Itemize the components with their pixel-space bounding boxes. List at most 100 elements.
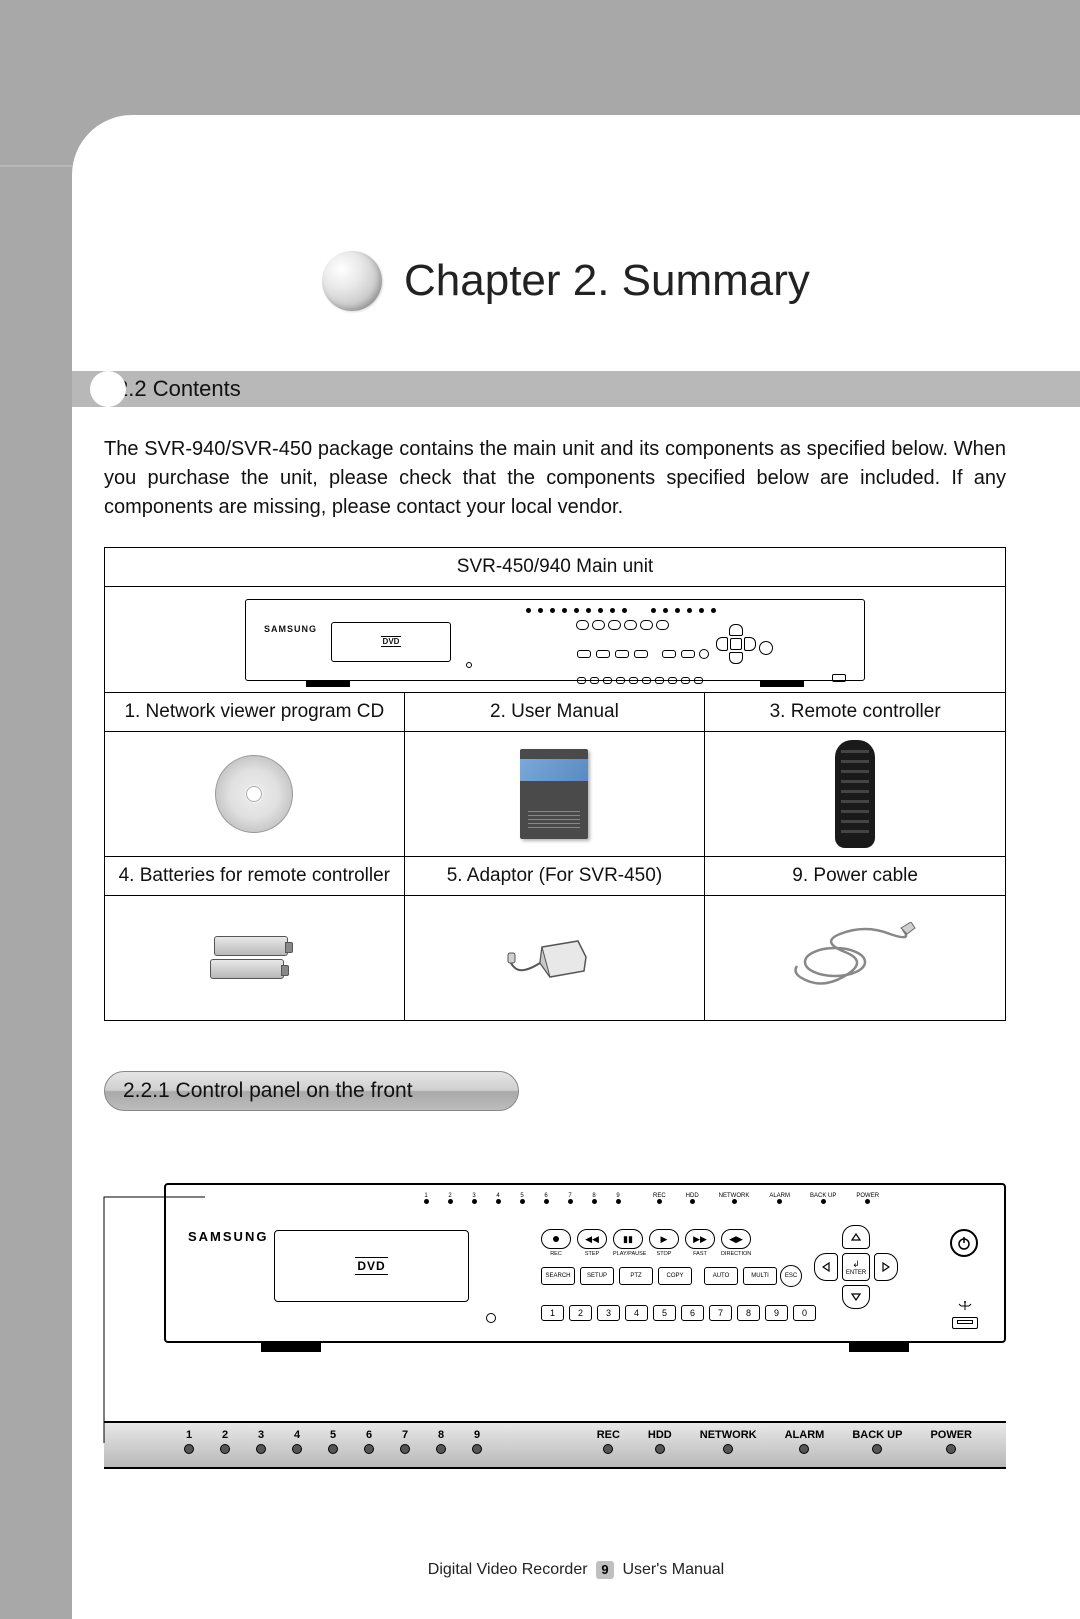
- number-key[interactable]: 0: [793, 1305, 816, 1321]
- strip-led-number: 9: [472, 1429, 482, 1454]
- page-card: Chapter 2. Summary 2.2 Contents The SVR-…: [72, 115, 1080, 1619]
- foot-left: [261, 1342, 321, 1352]
- transport-label: FAST: [685, 1251, 715, 1257]
- transport-row: ◀◀ ▮▮ ▶ ▶▶ ◀▶ REC STEP PLAY/PAUSE STOP FAST D…: [541, 1229, 751, 1257]
- rewind-button[interactable]: ◀◀: [577, 1229, 607, 1249]
- subsection-title: 2.2.1 Control panel on the front: [123, 1079, 413, 1103]
- top-led-row: 123456789 RECHDDNETWORKALARMBACK UPPOWER: [421, 1193, 879, 1204]
- strip-led-status: REC: [597, 1429, 620, 1454]
- transport-label: PLAY/PAUSE: [613, 1251, 643, 1257]
- sphere-icon: [322, 251, 382, 311]
- panel-led-number: 8: [589, 1193, 599, 1204]
- dpad: ↲ ENTER: [814, 1225, 898, 1309]
- func-button[interactable]: SETUP: [580, 1267, 614, 1285]
- panel-led-number: 7: [565, 1193, 575, 1204]
- number-key[interactable]: 1: [541, 1305, 564, 1321]
- strip-led-number: 2: [220, 1429, 230, 1454]
- esc-button[interactable]: ESC: [780, 1265, 802, 1287]
- number-key[interactable]: 9: [765, 1305, 788, 1321]
- power-button[interactable]: [950, 1229, 978, 1257]
- dpad-enter[interactable]: ↲ ENTER: [842, 1253, 870, 1281]
- panel-led-status: NETWORK: [719, 1193, 750, 1204]
- mini-usb-icon: [832, 674, 846, 682]
- panel-led-number: 4: [493, 1193, 503, 1204]
- components-table: SVR-450/940 Main unit SAMSUNG DVD: [104, 547, 1006, 1021]
- dpad-up[interactable]: [842, 1225, 870, 1249]
- strip-led-number: 4: [292, 1429, 302, 1454]
- power-icon: [957, 1236, 971, 1250]
- play-button[interactable]: ▶: [649, 1229, 679, 1249]
- cell-label-4: 4. Batteries for remote controller: [105, 857, 405, 896]
- cell-label-5: 5. Adaptor (For SVR-450): [404, 857, 705, 896]
- number-key[interactable]: 5: [653, 1305, 676, 1321]
- chapter-title: Chapter 2. Summary: [404, 256, 810, 306]
- ff-button[interactable]: ▶▶: [685, 1229, 715, 1249]
- mini-dvd-label: DVD: [381, 636, 402, 647]
- power-cable-icon: [785, 922, 925, 994]
- mini-dvd-tray: DVD: [331, 622, 451, 662]
- func-row-right: AUTO MULTI: [704, 1267, 777, 1285]
- panel-led-number: 6: [541, 1193, 551, 1204]
- dvd-tray: DVD: [274, 1230, 469, 1302]
- strip-led-status: HDD: [648, 1429, 672, 1454]
- rec-button[interactable]: [541, 1229, 571, 1249]
- remote-icon: [835, 740, 875, 848]
- footer-left: Digital Video Recorder: [428, 1561, 588, 1578]
- transport-label: STEP: [577, 1251, 607, 1257]
- func-button[interactable]: MULTI: [743, 1267, 777, 1285]
- number-key[interactable]: 4: [625, 1305, 648, 1321]
- main-unit-illustration: SAMSUNG DVD: [245, 599, 865, 681]
- foot-right: [849, 1342, 909, 1352]
- direction-button[interactable]: ◀▶: [721, 1229, 751, 1249]
- strip-led-number: 8: [436, 1429, 446, 1454]
- main-unit-label: SVR-450/940 Main unit: [105, 548, 1006, 587]
- number-key[interactable]: 8: [737, 1305, 760, 1321]
- usb-icon: [956, 1301, 974, 1311]
- dpad-right[interactable]: [874, 1253, 898, 1281]
- panel-led-number: 1: [421, 1193, 431, 1204]
- footer-right: User's Manual: [622, 1561, 724, 1578]
- func-button[interactable]: SEARCH: [541, 1267, 575, 1285]
- dpad-down[interactable]: [842, 1285, 870, 1309]
- main-unit-cell: SAMSUNG DVD: [105, 587, 1006, 693]
- strip-led-status: NETWORK: [700, 1429, 757, 1454]
- transport-label: DIRECTION: [721, 1251, 751, 1257]
- cell-img-cd: [105, 732, 405, 857]
- chapter-header: Chapter 2. Summary: [260, 243, 1080, 319]
- number-key[interactable]: 3: [597, 1305, 620, 1321]
- func-row-left: SEARCH SETUP PTZ COPY: [541, 1267, 692, 1285]
- mini-foot-left: [306, 681, 350, 687]
- mini-button-cluster: [576, 620, 852, 685]
- panel-led-status: HDD: [686, 1193, 699, 1204]
- strip-led-status: BACK UP: [852, 1429, 902, 1454]
- func-button[interactable]: PTZ: [619, 1267, 653, 1285]
- section-title: 2.2 Contents: [116, 376, 241, 402]
- panel-led-number: 5: [517, 1193, 527, 1204]
- cell-label-3: 3. Remote controller: [705, 693, 1006, 732]
- panel-led-status: REC: [653, 1193, 666, 1204]
- transport-label: REC: [541, 1251, 571, 1257]
- mini-led-row: [526, 608, 716, 613]
- panel-led-number: 3: [469, 1193, 479, 1204]
- mini-eject-hole: [466, 662, 472, 668]
- cell-img-cable: [705, 896, 1006, 1021]
- strip-led-number: 3: [256, 1429, 266, 1454]
- transport-label: STOP: [649, 1251, 679, 1257]
- manual-icon: [520, 749, 588, 839]
- pause-button[interactable]: ▮▮: [613, 1229, 643, 1249]
- cell-img-batteries: [105, 896, 405, 1021]
- number-key[interactable]: 2: [569, 1305, 592, 1321]
- callout-line: [102, 1195, 207, 1445]
- dpad-left[interactable]: [814, 1253, 838, 1281]
- panel-led-number: 2: [445, 1193, 455, 1204]
- front-panel-figure: 123456789 RECHDDNETWORKALARMBACK UPPOWER…: [104, 1183, 1006, 1343]
- cd-icon: [215, 755, 293, 833]
- section-body-text: The SVR-940/SVR-450 package contains the…: [104, 435, 1006, 522]
- number-key[interactable]: 6: [681, 1305, 704, 1321]
- page-footer: Digital Video Recorder 9 User's Manual: [72, 1561, 1080, 1579]
- number-key[interactable]: 7: [709, 1305, 732, 1321]
- strip-led-status: POWER: [930, 1429, 972, 1454]
- panel-led-number: 9: [613, 1193, 623, 1204]
- func-button[interactable]: AUTO: [704, 1267, 738, 1285]
- func-button[interactable]: COPY: [658, 1267, 692, 1285]
